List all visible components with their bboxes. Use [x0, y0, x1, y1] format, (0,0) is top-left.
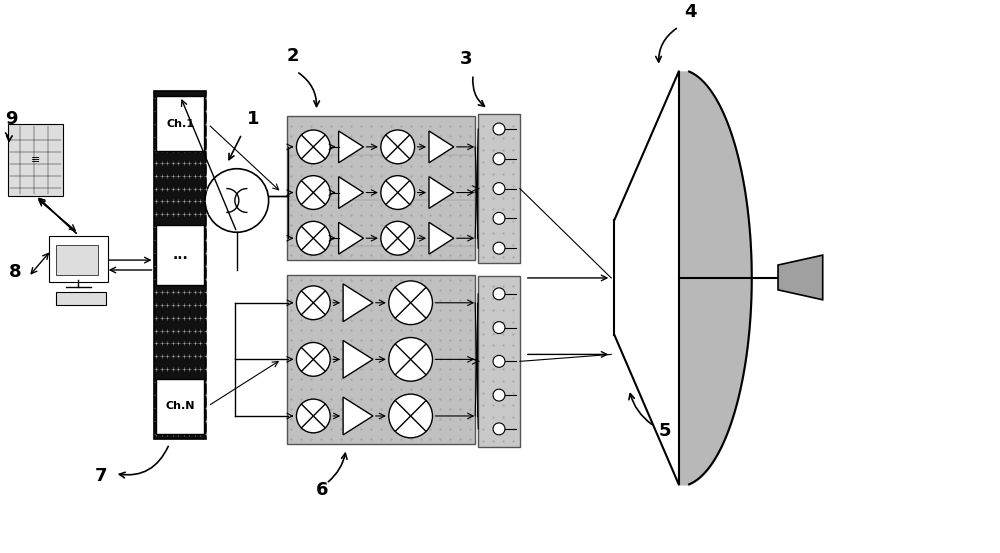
FancyBboxPatch shape	[156, 225, 204, 285]
Polygon shape	[778, 255, 823, 300]
FancyBboxPatch shape	[287, 275, 475, 444]
Circle shape	[389, 394, 432, 438]
FancyBboxPatch shape	[156, 96, 204, 151]
Polygon shape	[339, 222, 363, 254]
Text: Ch.1: Ch.1	[166, 119, 194, 129]
Circle shape	[493, 182, 505, 195]
FancyBboxPatch shape	[154, 91, 206, 439]
Text: 6: 6	[316, 482, 329, 499]
Circle shape	[389, 281, 432, 325]
Text: 4: 4	[684, 3, 696, 21]
Circle shape	[296, 399, 330, 433]
Polygon shape	[339, 176, 363, 208]
Circle shape	[493, 123, 505, 135]
Circle shape	[493, 423, 505, 435]
Circle shape	[389, 337, 432, 381]
Circle shape	[493, 288, 505, 300]
Circle shape	[381, 221, 415, 255]
Polygon shape	[343, 284, 373, 322]
FancyBboxPatch shape	[156, 379, 204, 434]
Polygon shape	[343, 397, 373, 435]
FancyBboxPatch shape	[478, 114, 520, 263]
Circle shape	[493, 212, 505, 225]
Text: 8: 8	[8, 263, 21, 281]
Text: Ch.N: Ch.N	[166, 401, 195, 411]
FancyBboxPatch shape	[478, 276, 520, 447]
Text: 1: 1	[247, 110, 259, 128]
Circle shape	[296, 286, 330, 320]
FancyBboxPatch shape	[49, 236, 108, 282]
Circle shape	[381, 176, 415, 210]
Circle shape	[493, 389, 505, 401]
Circle shape	[205, 169, 269, 232]
FancyBboxPatch shape	[56, 245, 98, 275]
FancyBboxPatch shape	[56, 292, 106, 305]
Text: ...: ...	[172, 248, 188, 262]
Text: 9: 9	[5, 110, 18, 128]
Circle shape	[296, 176, 330, 210]
Polygon shape	[429, 131, 454, 163]
Circle shape	[296, 342, 330, 376]
Text: ≡: ≡	[31, 155, 40, 165]
Text: 7: 7	[95, 467, 107, 484]
Circle shape	[493, 153, 505, 165]
Polygon shape	[343, 341, 373, 378]
Text: 2: 2	[287, 48, 299, 65]
Polygon shape	[429, 222, 454, 254]
Circle shape	[381, 130, 415, 164]
FancyBboxPatch shape	[8, 124, 63, 196]
Text: 5: 5	[659, 422, 671, 440]
Polygon shape	[429, 176, 454, 208]
Polygon shape	[339, 131, 363, 163]
Circle shape	[493, 322, 505, 333]
Text: 3: 3	[460, 50, 473, 69]
Circle shape	[296, 130, 330, 164]
Circle shape	[493, 242, 505, 254]
FancyBboxPatch shape	[287, 116, 475, 260]
Circle shape	[296, 221, 330, 255]
Circle shape	[493, 356, 505, 367]
